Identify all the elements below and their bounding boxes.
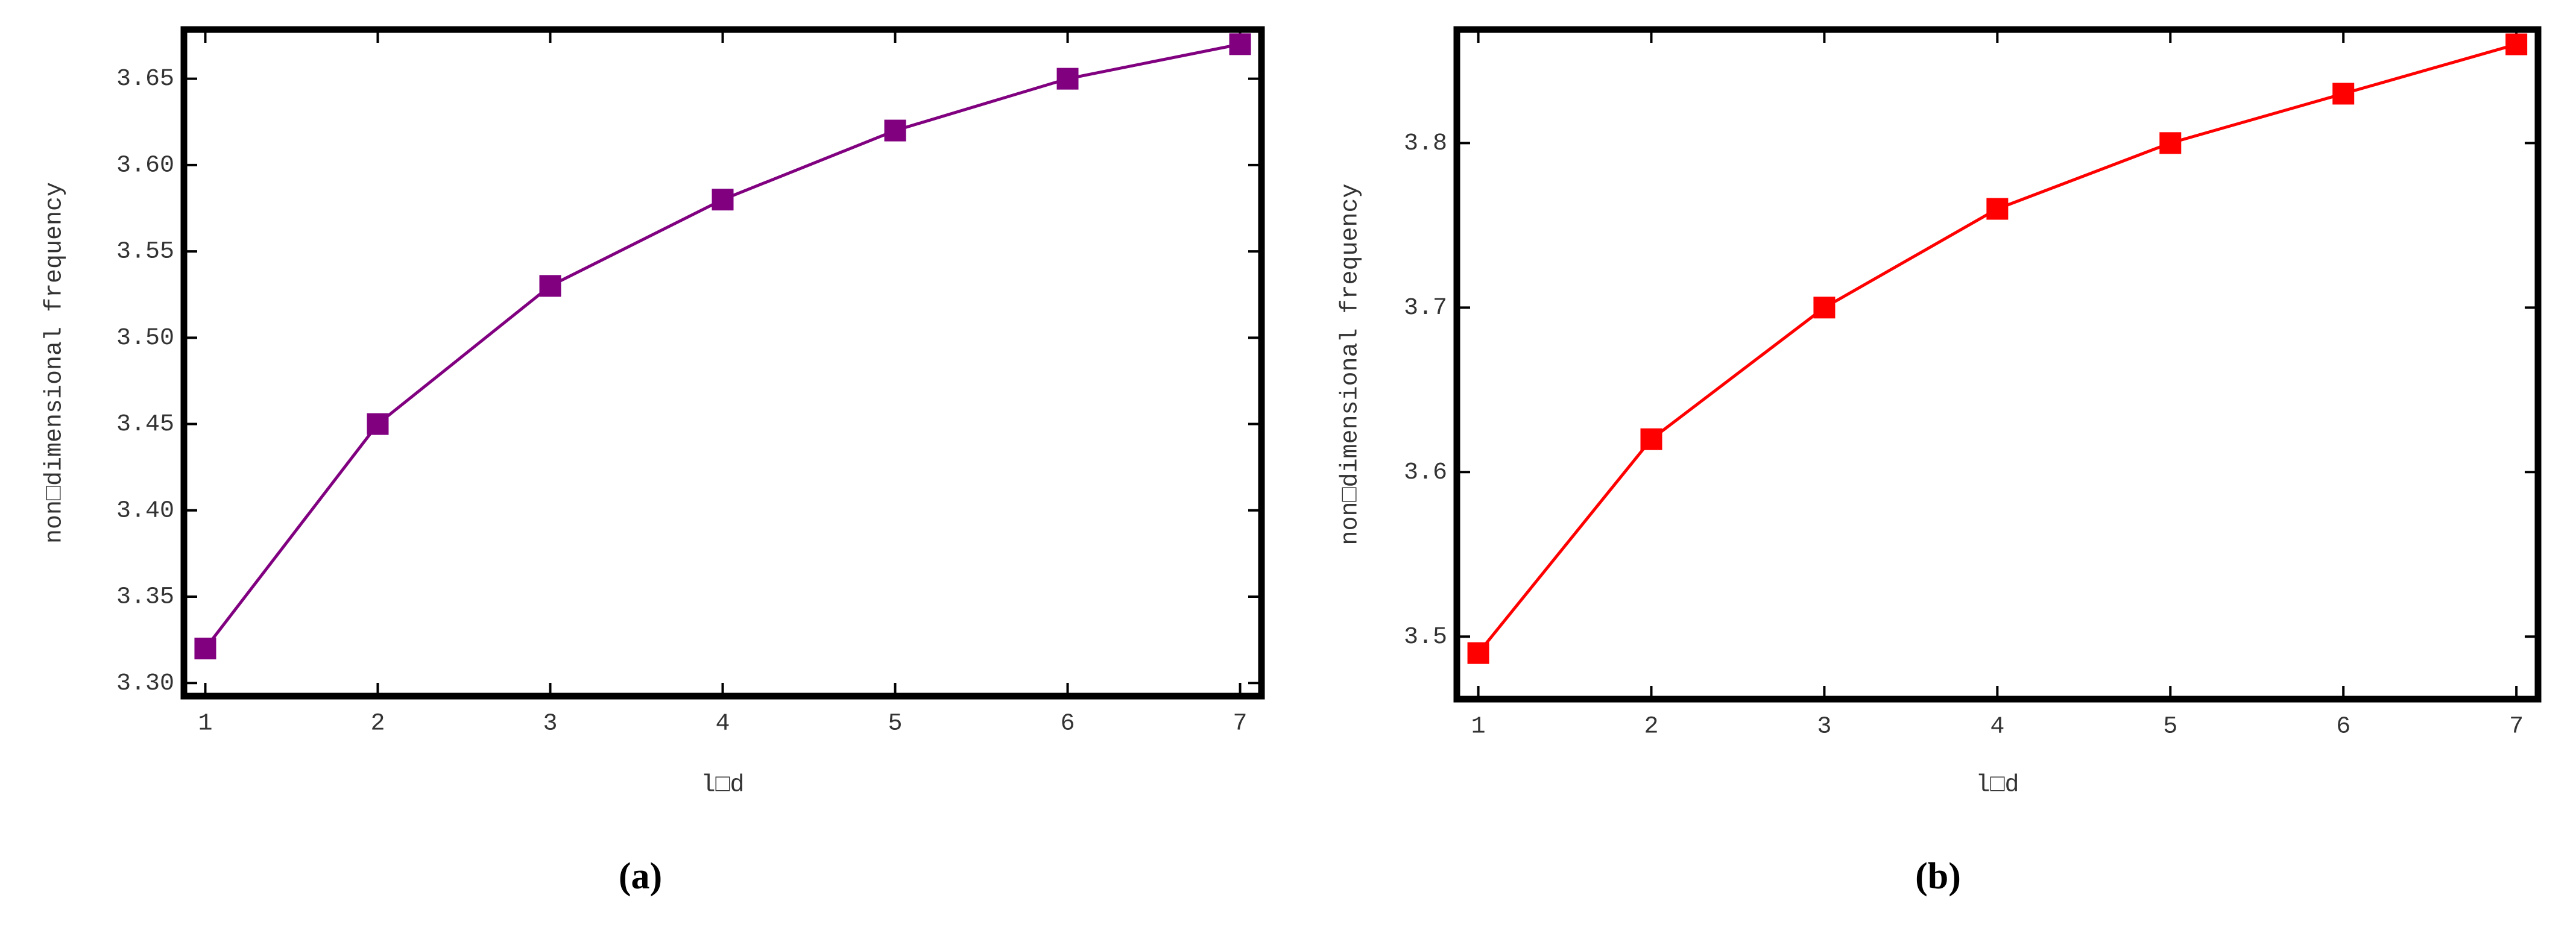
y-tick-label: 3.30 [116, 670, 174, 697]
y-tick-label: 3.45 [116, 411, 174, 438]
y-tick-label: 3.5 [1404, 624, 1447, 651]
x-tick-label: 1 [198, 711, 212, 738]
y-axis-label: non□dimensional frequency [42, 182, 69, 544]
caption: (a) [619, 856, 662, 897]
marker [367, 413, 389, 435]
marker [2505, 33, 2528, 55]
y-tick-label: 3.40 [116, 497, 174, 524]
caption: (b) [1915, 856, 1961, 897]
x-tick-label: 3 [1817, 714, 1831, 741]
marker [2332, 83, 2355, 105]
marker [1056, 68, 1079, 90]
x-tick-label: 7 [1233, 711, 1248, 738]
y-axis-label: non□dimensional frequency [1337, 183, 1365, 545]
y-tick-label: 3.8 [1404, 130, 1447, 157]
y-tick-label: 3.50 [116, 325, 174, 352]
x-axis-label: l□d [1975, 772, 2019, 799]
marker [194, 637, 216, 659]
marker [1229, 33, 1251, 55]
data-line [1477, 43, 2517, 655]
marker [1813, 297, 1836, 319]
x-tick-label: 4 [1990, 714, 2004, 741]
marker [712, 189, 734, 211]
x-tick-label: 1 [1471, 714, 1486, 741]
x-tick-label: 2 [1644, 714, 1658, 741]
marker [539, 275, 561, 297]
marker [1986, 198, 2009, 220]
plot-frame [180, 26, 1265, 700]
x-tick-label: 6 [2336, 714, 2350, 741]
x-tick-label: 4 [715, 711, 730, 738]
y-tick-label: 3.35 [116, 584, 174, 611]
data-line [204, 42, 1241, 650]
chart: 3.30 3.35 3.40 3.45 3.50 3.55 3.60 3.65 1 2 3 4 5 6 7 l… [42, 26, 1265, 897]
x-tick-label: 2 [370, 711, 385, 738]
marker [1640, 428, 1662, 450]
y-tick-label: 3.7 [1404, 295, 1447, 322]
marker [1467, 642, 1489, 664]
y-tick-label: 3.55 [116, 239, 174, 266]
x-tick-label: 5 [888, 711, 903, 738]
x-axis-label: l□d [701, 772, 744, 799]
marker [2159, 132, 2182, 154]
marker [884, 119, 906, 142]
plot-frame [1453, 26, 2542, 703]
y-tick-label: 3.65 [116, 66, 174, 93]
y-tick-label: 3.6 [1404, 459, 1447, 486]
x-tick-label: 3 [543, 711, 557, 738]
y-tick-label: 3.60 [116, 152, 174, 179]
x-tick-label: 7 [2509, 714, 2524, 741]
chart: 3.5 3.6 3.7 3.8 1 2 3 4 5 6 7 l□d non□dimensional fr… [1337, 26, 2542, 897]
x-tick-label: 5 [2163, 714, 2177, 741]
x-tick-label: 6 [1061, 711, 1075, 738]
